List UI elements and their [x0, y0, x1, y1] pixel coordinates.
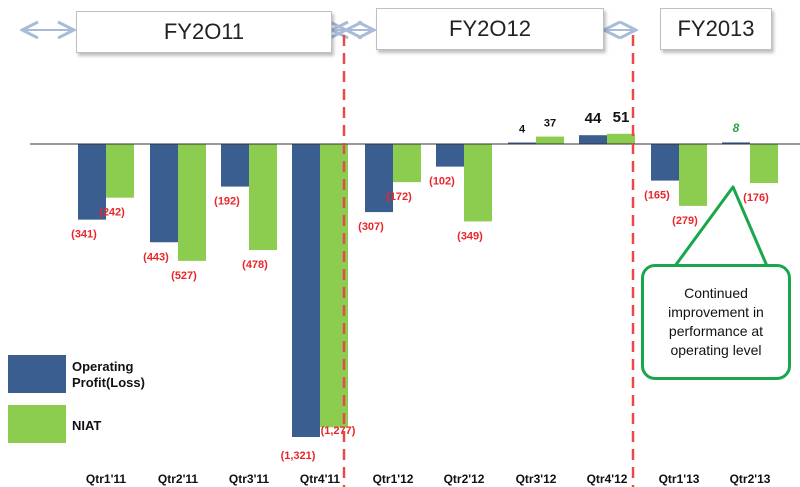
- bar-niat-2: [249, 144, 277, 251]
- bar-operating-8: [651, 144, 679, 181]
- bar-niat-6: [536, 136, 564, 144]
- callout-pointer: [673, 185, 769, 267]
- bar-operating-2: [221, 144, 249, 187]
- bar-niat-8: [679, 144, 707, 206]
- value-label-niat-6: 37: [544, 118, 556, 130]
- bar-operating-0: [78, 144, 106, 220]
- legend-label-niat: NIAT: [72, 418, 102, 433]
- value-label-operating-7: 44: [585, 110, 602, 127]
- callout-box: Continued improvement in performance at …: [641, 264, 791, 380]
- value-label-operating-4: (307): [358, 221, 384, 233]
- fy2011-header: FY2O11: [76, 11, 332, 53]
- value-label-operating-9: 8: [733, 121, 740, 135]
- category-label-6: Qtr3'12: [516, 472, 557, 486]
- value-label-niat-2: (478): [242, 259, 268, 271]
- value-label-niat-1: (527): [171, 270, 197, 282]
- value-label-niat-3: (1,277): [321, 425, 356, 437]
- value-labels-group: (341)(242) (443)(527) (192) (478) (1,321) (1,…: [71, 109, 769, 462]
- bar-niat-7: [607, 133, 635, 144]
- bar-niat-5: [464, 144, 492, 222]
- legend-label-operating: Operating Profit(Loss): [72, 359, 145, 390]
- value-label-niat-0: (242): [99, 207, 125, 219]
- bar-operating-4: [365, 144, 393, 213]
- value-label-operating-3: (1,321): [281, 450, 316, 462]
- value-label-operating-0: (341): [71, 229, 97, 241]
- bar-niat-4: [393, 144, 421, 183]
- category-label-9: Qtr2'13: [730, 472, 771, 486]
- value-label-niat-8: (279): [672, 215, 698, 227]
- fy-dividers: [342, 35, 635, 487]
- bars-group: [78, 133, 778, 437]
- value-label-niat-4: (172): [386, 191, 412, 203]
- legend-swatch-operating: [8, 355, 66, 393]
- bar-operating-9: [722, 142, 750, 144]
- value-label-niat-7: 51: [613, 109, 630, 126]
- value-label-operating-6: 4: [519, 124, 526, 136]
- fy2013-label: FY2013: [677, 16, 755, 41]
- bar-niat-9: [750, 144, 778, 184]
- bar-operating-1: [150, 144, 178, 243]
- category-label-3: Qtr4'11: [300, 472, 341, 486]
- category-label-8: Qtr1'13: [659, 472, 700, 486]
- bar-operating-6: [508, 142, 536, 144]
- bar-niat-1: [178, 144, 206, 261]
- category-label-5: Qtr2'12: [444, 472, 485, 486]
- fy2012-label: FY2O12: [449, 16, 531, 41]
- fy2012-header: FY2O12: [376, 8, 604, 50]
- bar-operating-7: [579, 135, 607, 144]
- category-label-1: Qtr2'11: [158, 472, 199, 486]
- bar-operating-5: [436, 144, 464, 167]
- fy2013-header: FY2013: [660, 8, 772, 50]
- category-labels-group: Qtr1'11 Qtr2'11 Qtr3'11 Qtr4'11 Qtr1'12 Qtr2'…: [86, 472, 771, 486]
- value-label-niat-5: (349): [457, 230, 483, 242]
- value-label-operating-8: (165): [644, 190, 670, 202]
- category-label-0: Qtr1'11: [86, 472, 127, 486]
- fy2011-label: FY2O11: [163, 19, 245, 44]
- value-label-operating-1: (443): [143, 251, 169, 263]
- category-label-2: Qtr3'11: [229, 472, 270, 486]
- callout-text: Continued improvement in performance at …: [668, 285, 764, 358]
- bar-operating-3: [292, 144, 320, 437]
- category-label-7: Qtr4'12: [587, 472, 628, 486]
- legend-swatch-niat: [8, 405, 66, 443]
- bar-niat-0: [106, 144, 134, 198]
- value-label-operating-2: (192): [214, 196, 240, 208]
- value-label-niat-9: (176): [743, 192, 769, 204]
- category-label-4: Qtr1'12: [373, 472, 414, 486]
- value-label-operating-5: (102): [429, 176, 455, 188]
